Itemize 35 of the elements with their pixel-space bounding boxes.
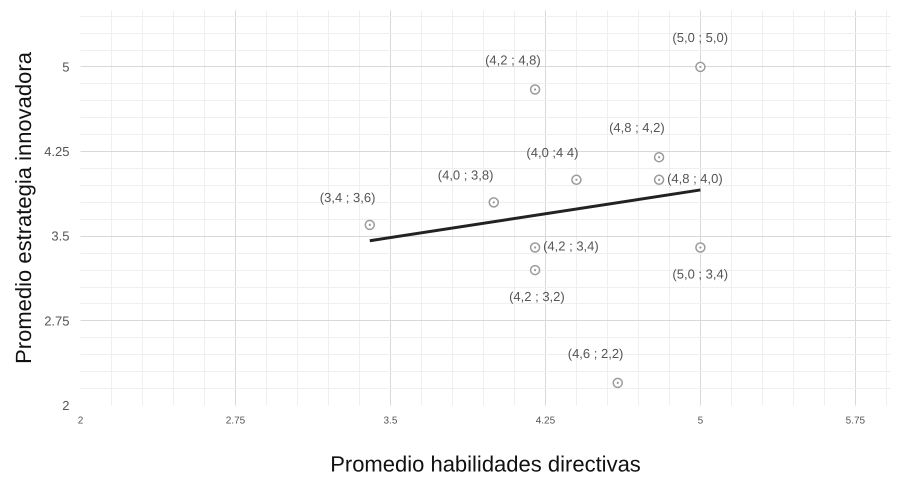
y-tick-label: 5 (62, 59, 70, 74)
y-tick-label: 2 (62, 398, 70, 413)
point (695, 62, 706, 72)
y-axis-title: Promedio estrategia innovadora (11, 51, 36, 364)
annotation: (4,2 ; 4,8) (485, 52, 541, 68)
point (530, 84, 540, 95)
point (364, 220, 376, 230)
annotation: (4,0 ; 3,8) (438, 167, 494, 182)
annotation: (4,8 ; 4,2) (609, 120, 665, 136)
y-tick-label: 4.25 (44, 144, 70, 160)
x-axis-title: Promedio habilidades directivas (330, 452, 641, 476)
x-tick-label: 5.75 (846, 416, 866, 426)
x-tick-label: 2 (78, 416, 84, 426)
x-tick-label: 5 (698, 416, 704, 426)
x-tick-label: 4.25 (536, 416, 556, 426)
point (530, 264, 540, 276)
point (654, 174, 664, 186)
annotation: (4,6 ; 2,2) (568, 346, 624, 361)
point (530, 242, 540, 253)
annotation: (5,0 ; 3,4) (672, 266, 728, 282)
y-tick-label: 2.75 (44, 313, 70, 328)
point (571, 174, 582, 186)
point (612, 378, 623, 388)
y-tick-label: 3.5 (51, 228, 70, 244)
x-tick-label: 2.75 (226, 416, 246, 426)
annotation: (4,2 ; 3,4) (543, 238, 599, 254)
x-tick-label: 3.5 (384, 416, 398, 426)
annotation: (4,8 ; 4,0) (667, 170, 723, 186)
point (695, 242, 706, 253)
annotation: (4,2 ; 3,2) (509, 289, 565, 304)
point (654, 152, 664, 162)
annotation: (3,4 ; 3,6) (320, 190, 376, 205)
point (488, 197, 500, 208)
annotation: (4,0 ;4 4) (526, 144, 578, 160)
annotation: (5,0 ; 5,0) (672, 30, 728, 45)
